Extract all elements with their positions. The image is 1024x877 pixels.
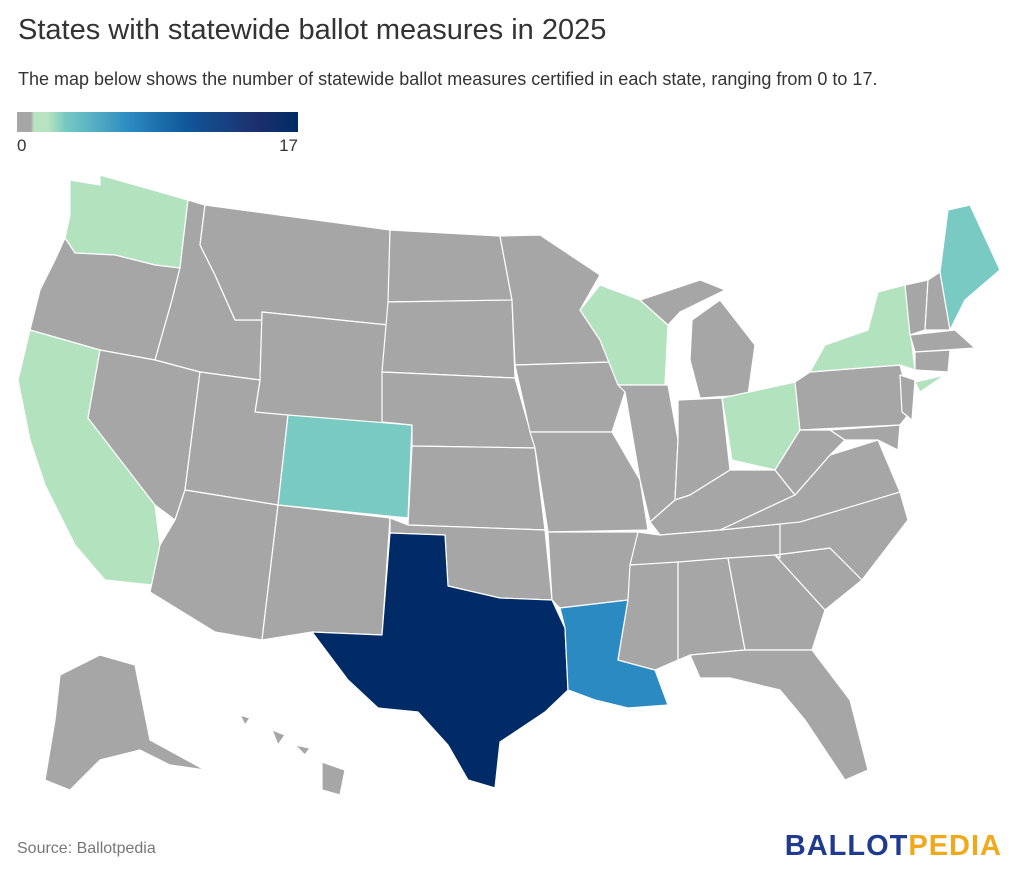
us-states-map xyxy=(17,174,1001,796)
map-subtitle: The map below shows the number of statew… xyxy=(18,69,878,89)
state-kansas[interactable] xyxy=(407,445,546,531)
state-new-mexico[interactable] xyxy=(261,504,391,641)
state-alaska[interactable] xyxy=(44,654,206,791)
state-south-dakota[interactable] xyxy=(381,299,516,379)
state-maine[interactable] xyxy=(939,204,1001,331)
map-title: States with statewide ballot measures in… xyxy=(18,14,607,46)
state-north-carolina[interactable] xyxy=(774,491,909,581)
state-missouri[interactable] xyxy=(529,431,649,533)
state-georgia[interactable] xyxy=(727,554,826,651)
legend-max-label: 17 xyxy=(279,136,298,155)
state-new-york[interactable] xyxy=(809,284,946,393)
state-pennsylvania[interactable] xyxy=(794,364,913,431)
state-wisconsin[interactable] xyxy=(579,284,669,386)
state-arkansas[interactable] xyxy=(547,531,639,609)
state-new-jersey[interactable] xyxy=(899,374,916,421)
state-texas[interactable] xyxy=(311,532,569,789)
state-iowa[interactable] xyxy=(514,361,626,433)
source-note: Source: Ballotpedia xyxy=(17,840,156,857)
legend-gradient-bar xyxy=(17,112,298,132)
state-connecticut[interactable] xyxy=(914,349,951,373)
legend-min-label: 0 xyxy=(17,136,27,155)
state-maryland[interactable] xyxy=(829,424,901,451)
state-massachusetts[interactable] xyxy=(909,329,976,353)
state-colorado[interactable] xyxy=(277,414,413,519)
state-hawaii[interactable] xyxy=(239,714,346,796)
state-north-dakota[interactable] xyxy=(387,229,513,303)
color-legend: 0 17 xyxy=(17,112,298,155)
states-group xyxy=(17,174,1001,796)
ballotpedia-logo[interactable]: BALLOTPEDIA xyxy=(784,830,1002,862)
state-florida[interactable] xyxy=(689,649,869,781)
